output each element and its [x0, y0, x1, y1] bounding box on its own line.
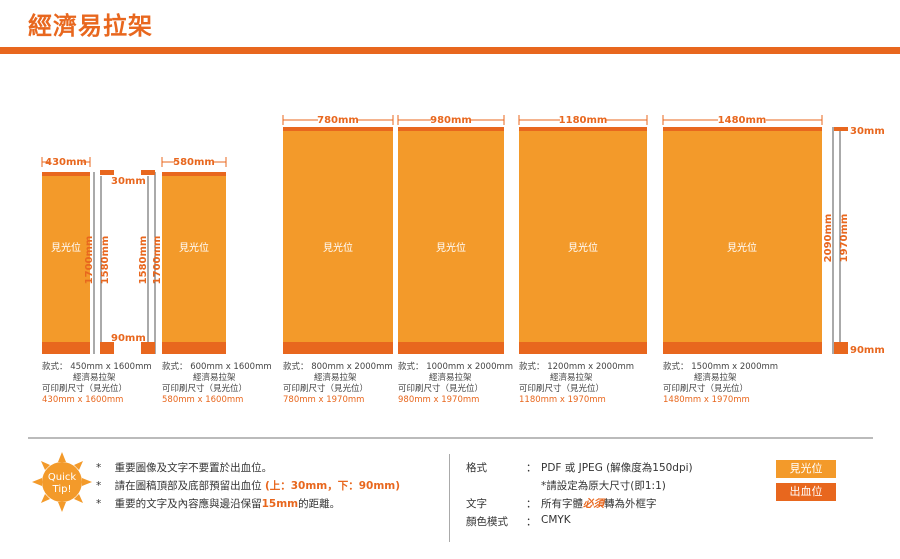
banner-5-spec: 款式： 1200mm x 2000mm 經濟易拉架 可印刷尺寸（見光位） 118… — [519, 362, 634, 406]
page-title: 經濟易拉架 — [28, 12, 153, 40]
print-label: 可印刷尺寸（見光位） — [283, 384, 369, 394]
spec-name: 經濟易拉架 — [429, 373, 472, 383]
banner-1-visible-label: 見光位 — [51, 241, 81, 254]
spec-size: 1500mm x 2000mm — [691, 362, 779, 372]
tip-2: * 請在圖稿頂部及底部預留出血位 (上：30mm，下：90mm) — [96, 478, 400, 493]
quick-tip-line1: Quick — [48, 472, 76, 483]
banner-6-top-bleed: 30mm — [850, 126, 885, 137]
banner-2-height: 1700mm — [152, 236, 163, 285]
spec-label: 款式： — [283, 362, 309, 372]
format-note: *請設定為原大尺寸(即1:1) — [541, 480, 666, 492]
title-underline — [0, 47, 900, 54]
banner-4: 980mm 見光位 — [397, 113, 505, 354]
spec-name: 經濟易拉架 — [550, 373, 593, 383]
banner-3-spec: 款式： 800mm x 2000mm 經濟易拉架 可印刷尺寸（見光位） 780m… — [283, 362, 393, 406]
text-value: 所有字體必須轉為外框字 — [541, 496, 657, 511]
banner-diagram: 430mm 見光位 1700mm 1580mm 30mm 90mm 580mm … — [41, 113, 885, 356]
color-mode-value: CMYK — [541, 514, 571, 526]
spec-label: 款式： — [398, 362, 424, 372]
spec-size: 800mm x 2000mm — [311, 362, 393, 372]
banner-1-inner-height: 1580mm — [100, 236, 111, 285]
banner-5: 1180mm 見光位 — [518, 113, 648, 354]
tip-2-highlight: (上：30mm，下：90mm) — [264, 480, 401, 492]
banner-1-spec: 款式： 450mm x 1600mm 經濟易拉架 可印刷尺寸（見光位） 430m… — [42, 362, 152, 406]
banner-2-inner-height: 1580mm — [138, 236, 149, 285]
text-value-highlight: 必須 — [583, 498, 604, 510]
text-label: 文字 — [466, 498, 487, 510]
print-label: 可印刷尺寸（見光位） — [398, 384, 484, 394]
banner-6-inner-height: 1970mm — [839, 214, 850, 263]
bullet: * — [96, 480, 102, 492]
banner-3-visible-label: 見光位 — [323, 241, 353, 254]
banner-4-visible-label: 見光位 — [436, 241, 466, 254]
tip-1-text: 重要圖像及文字不要置於出血位。 — [114, 462, 273, 474]
quick-tip-icon: Quick Tip! — [32, 452, 92, 512]
banner-6-bottom-bleed: 90mm — [850, 345, 885, 356]
text-colon: ： — [526, 498, 537, 510]
banner-3: 780mm 見光位 — [282, 113, 394, 354]
spec-name: 經濟易拉架 — [694, 373, 737, 383]
banner-5-width: 1180mm — [559, 115, 608, 126]
format-label: 格式 — [466, 462, 487, 474]
banner-2-spec: 款式： 600mm x 1600mm 經濟易拉架 可印刷尺寸（見光位） 580m… — [162, 362, 272, 406]
spec-label: 款式： — [663, 362, 689, 372]
spec-size: 600mm x 1600mm — [190, 362, 272, 372]
tip-3-text: 重要的文字及內容應與邊沿保留 — [114, 498, 262, 510]
banner-1-width: 430mm — [45, 157, 87, 168]
bullet: * — [96, 462, 102, 474]
print-size: 1180mm x 1970mm — [519, 395, 606, 405]
banner-6-height: 2090mm — [823, 214, 834, 263]
tip-3: * 重要的文字及內容應與邊沿保留15mm的距離。 — [96, 496, 340, 511]
banner-3-width: 780mm — [317, 115, 359, 126]
print-label: 可印刷尺寸（見光位） — [519, 384, 605, 394]
banner-5-visible-label: 見光位 — [568, 241, 598, 254]
spec-label: 款式： — [42, 362, 68, 372]
banner-4-width: 980mm — [430, 115, 472, 126]
format-colon: ： — [526, 462, 537, 474]
print-label: 可印刷尺寸（見光位） — [162, 384, 248, 394]
section-divider — [28, 437, 873, 439]
spec-size: 450mm x 1600mm — [70, 362, 152, 372]
quick-tip-line2: Tip! — [52, 484, 72, 495]
banner-2-width: 580mm — [173, 157, 215, 168]
print-size: 430mm x 1600mm — [42, 395, 124, 405]
spec-label: 款式： — [519, 362, 545, 372]
tip-2-text: 請在圖稿頂部及底部預留出血位 — [114, 480, 262, 492]
top-bleed-label: 30mm — [111, 176, 146, 187]
print-size: 1480mm x 1970mm — [663, 395, 750, 405]
tip-3-suffix: 的距離。 — [298, 498, 341, 510]
banner-6-spec: 款式： 1500mm x 2000mm 經濟易拉架 可印刷尺寸（見光位） 148… — [663, 362, 778, 406]
vertical-divider — [449, 454, 450, 542]
banner-1-height: 1700mm — [84, 236, 95, 285]
banner-1: 430mm 見光位 1700mm 1580mm 30mm 90mm — [41, 155, 146, 354]
spec-name: 經濟易拉架 — [73, 373, 116, 383]
tip-1: * 重要圖像及文字不要置於出血位。 — [96, 460, 272, 475]
print-label: 可印刷尺寸（見光位） — [663, 384, 749, 394]
banner-2-visible-label: 見光位 — [179, 241, 209, 254]
legend-bleed-area: 出血位 — [776, 483, 836, 501]
print-size: 580mm x 1600mm — [162, 395, 244, 405]
text-value-post: 轉為外框字 — [604, 498, 657, 510]
bullet: * — [96, 498, 102, 510]
bottom-bleed-label: 90mm — [111, 333, 146, 344]
print-label: 可印刷尺寸（見光位） — [42, 384, 128, 394]
text-value-pre: 所有字體 — [541, 498, 583, 510]
print-size: 780mm x 1970mm — [283, 395, 365, 405]
print-size: 980mm x 1970mm — [398, 395, 480, 405]
spec-size: 1200mm x 2000mm — [547, 362, 635, 372]
banner-2: 580mm 見光位 1580mm 1700mm — [138, 155, 227, 354]
legend-visible-area: 見光位 — [776, 460, 836, 478]
banner-6-width: 1480mm — [718, 115, 767, 126]
banner-6-visible-label: 見光位 — [727, 241, 757, 254]
spec-label: 款式： — [162, 362, 188, 372]
spec-name: 經濟易拉架 — [193, 373, 236, 383]
color-mode-colon: ： — [526, 516, 537, 528]
spec-size: 1000mm x 2000mm — [426, 362, 514, 372]
format-value: PDF 或 JPEG (解像度為150dpi) — [541, 462, 693, 474]
spec-name: 經濟易拉架 — [314, 373, 357, 383]
color-mode-label: 顏色模式 — [466, 516, 508, 528]
banner-6: 1480mm 見光位 2090mm 1970mm 30mm 90mm — [662, 113, 885, 356]
tip-3-highlight: 15mm — [261, 498, 299, 510]
banner-4-spec: 款式： 1000mm x 2000mm 經濟易拉架 可印刷尺寸（見光位） 980… — [398, 362, 513, 406]
